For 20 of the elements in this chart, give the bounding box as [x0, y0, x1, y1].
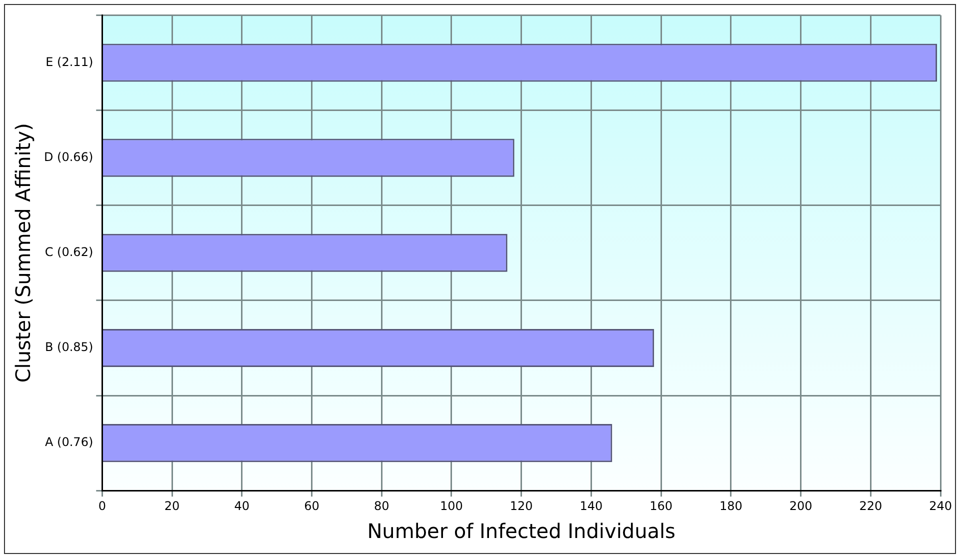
x-tick-label: 240	[929, 498, 952, 513]
x-tick-label: 0	[98, 498, 106, 513]
x-tick-label: 120	[510, 498, 533, 513]
x-axis-title: Number of Infected Individuals	[367, 519, 676, 544]
y-axis-title: Cluster (Summed Affinity)	[11, 123, 36, 383]
x-tick-label: 200	[789, 498, 812, 513]
x-tick-label: 180	[719, 498, 742, 513]
x-tick-label: 60	[304, 498, 320, 513]
x-tick-label: 220	[859, 498, 882, 513]
y-tick-label: B (0.85)	[44, 340, 94, 354]
x-tick-label: 140	[580, 498, 603, 513]
x-tick-label: 40	[234, 498, 250, 513]
y-tick-label: D (0.66)	[44, 150, 94, 164]
x-tick-label: 160	[650, 498, 673, 513]
y-tick-label: E (2.11)	[46, 54, 94, 69]
y-tick-label: C (0.62)	[44, 245, 94, 260]
x-tick-label: 80	[374, 498, 390, 513]
y-tick-label: A (0.76)	[45, 435, 94, 450]
x-tick-label: 100	[440, 498, 463, 513]
x-tick-label: 20	[164, 498, 180, 513]
